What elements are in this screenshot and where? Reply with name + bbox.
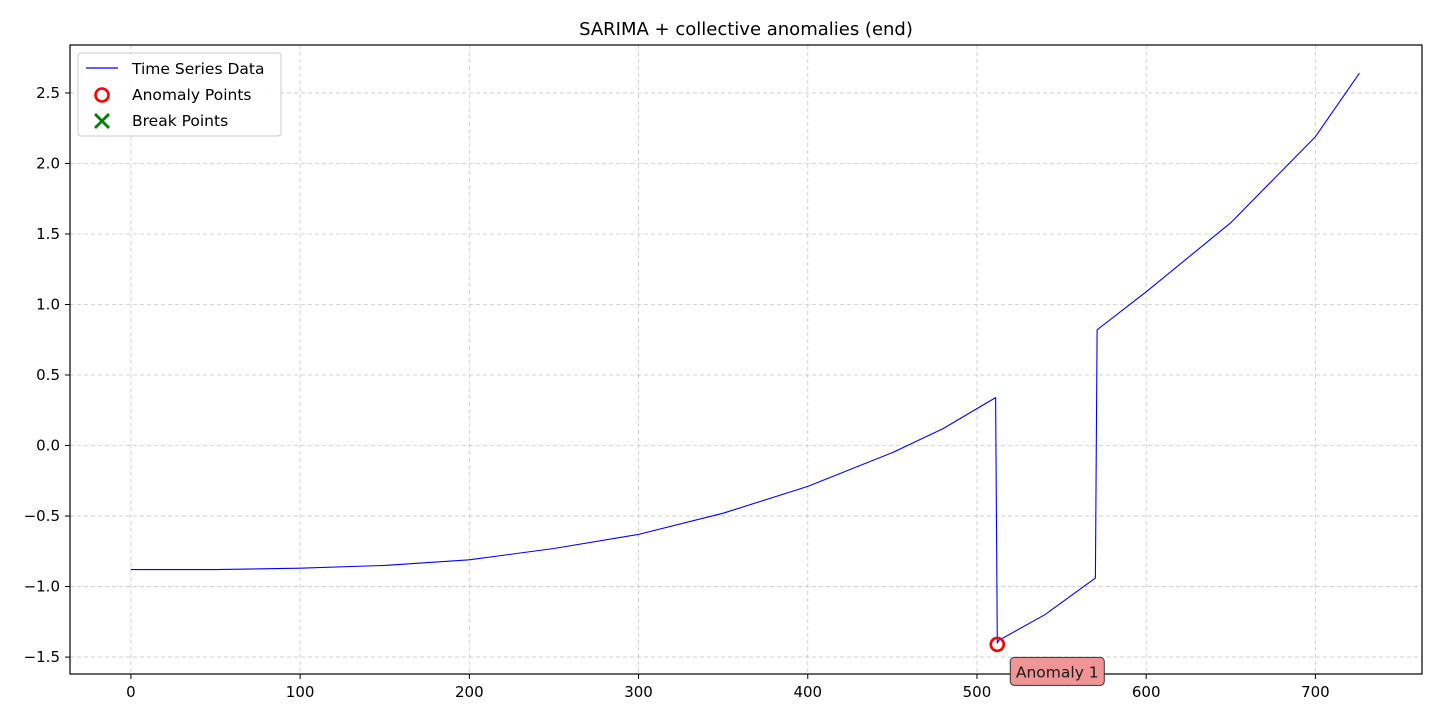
legend-label-break: Break Points [132,112,228,130]
plot-area [130,72,1360,653]
x-tick-label: 400 [793,683,822,701]
grid [70,45,1422,674]
y-tick-label: 2.0 [36,154,60,172]
legend-label-anomaly: Anomaly Points [132,86,251,104]
x-tick-label: 0 [126,683,136,701]
x-tick-label: 300 [624,683,653,701]
legend: Time Series Data Anomaly Points Break Po… [77,52,282,137]
y-tick-label: −1.0 [24,578,60,596]
legend-label-series: Time Series Data [131,60,264,78]
annotation-box [1009,656,1105,686]
anomaly-point [989,636,1006,653]
ticks: 0 100 200 300 400 500 600 700 −1.5 −1.0 −0.5 0.0 0.5… [24,84,1330,701]
anomaly-annotation: Anomaly 1 [1009,656,1105,686]
y-tick-label: −0.5 [24,507,60,525]
legend-box [77,52,282,137]
legend-break-marker [94,113,110,129]
x-tick-label: 200 [455,683,484,701]
axes-frame [69,44,1423,675]
x-tick-label: 500 [963,683,992,701]
x-tick-label: 700 [1301,683,1330,701]
annotation-label: Anomaly 1 [1016,663,1099,681]
y-tick-label: 2.5 [36,84,60,102]
y-tick-label: −1.5 [24,648,60,666]
y-tick-label: 0.5 [36,366,60,384]
x-tick-label: 600 [1132,683,1161,701]
y-tick-label: 1.5 [36,225,60,243]
x-tick-label: 100 [286,683,315,701]
legend-anomaly-marker [94,87,110,103]
annotations: Anomaly 1 [1009,656,1105,686]
y-tick-label: 1.0 [36,295,60,313]
chart-title: SARIMA + collective anomalies (end) [579,19,913,40]
series-line [130,72,1360,644]
y-tick-label: 0.0 [36,437,60,455]
